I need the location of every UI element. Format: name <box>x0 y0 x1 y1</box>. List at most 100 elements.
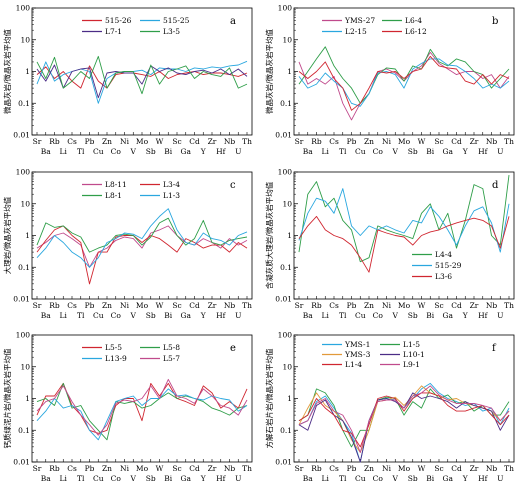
series-line-YMS-1 <box>298 382 510 463</box>
y-tick-label: 100 <box>278 168 293 177</box>
x-tick-label: Nb <box>224 301 236 310</box>
x-tick-label: Zn <box>364 301 374 310</box>
y-tick-label: 1 <box>287 394 292 403</box>
x-tick-label: V <box>392 474 399 483</box>
x-tick-label: V <box>392 311 399 320</box>
x-tick-label: Bi <box>426 474 435 483</box>
x-tick-label: Mo <box>136 301 149 310</box>
y-tick-label: 0.01 <box>13 131 30 140</box>
x-tick-label: Ni <box>382 301 392 310</box>
x-tick-label: Sc <box>172 464 181 473</box>
x-tick-label: U <box>235 474 241 483</box>
x-tick-label: Ba <box>303 147 314 156</box>
x-tick-label: Sb <box>408 311 418 320</box>
x-tick-label: Rb <box>311 301 322 310</box>
x-tick-label: Sr <box>33 301 42 310</box>
x-tick-label: Nb <box>486 137 498 146</box>
x-tick-label: Ga <box>443 311 454 320</box>
x-tick-label: Ni <box>120 137 130 146</box>
legend-label: L3-5 <box>163 27 180 36</box>
x-tick-label: V <box>130 311 137 320</box>
x-tick-label: Ni <box>120 464 130 473</box>
x-tick-label: U <box>235 147 241 156</box>
y-tick-label: 0.01 <box>13 295 30 304</box>
y-tick-label: 100 <box>16 4 31 13</box>
x-tick-label: Cu <box>93 474 104 483</box>
legend: L4-4 515-29 L3-6 <box>412 250 462 281</box>
x-tick-label: Cd <box>189 464 200 473</box>
series-line-L4-4 <box>298 175 510 263</box>
x-tick-label: Bi <box>426 147 435 156</box>
series-line-L6-4 <box>298 46 510 104</box>
panel-label: f <box>492 343 497 354</box>
x-tick-label: Tl <box>339 474 347 483</box>
y-tick-label: 10 <box>282 199 292 208</box>
series-line-L3-4 <box>36 225 248 285</box>
x-tick-label: Sb <box>408 147 418 156</box>
legend-label: L5-5 <box>105 343 122 352</box>
series-line-L6-12 <box>298 55 510 111</box>
x-tick-label: Mo <box>398 464 411 473</box>
x-tick-label: W <box>156 464 164 473</box>
x-tick-label: Th <box>504 464 514 473</box>
y-tick-label: 0.01 <box>275 458 292 467</box>
plot-frame <box>293 7 515 136</box>
x-tick-label: Zr <box>470 464 479 473</box>
legend-label: L3-4 <box>163 180 180 189</box>
y-tick-label: 0.01 <box>275 131 292 140</box>
legend-label: L5-8 <box>163 343 180 352</box>
y-tick-label: 100 <box>16 331 31 340</box>
y-tick-label: 10 <box>282 362 292 371</box>
legend-label: L2-15 <box>345 27 367 36</box>
x-tick-label: Th <box>504 301 514 310</box>
x-tick-label: Tl <box>77 147 85 156</box>
y-tick-label: 0.1 <box>18 99 30 108</box>
y-tick-label: 0.01 <box>13 458 30 467</box>
x-tick-label: Y <box>200 147 207 156</box>
legend-label: L4-4 <box>435 250 452 259</box>
series-line-YMS-27 <box>298 51 510 121</box>
x-tick-label: Th <box>242 464 252 473</box>
series-line-515-29 <box>298 188 510 253</box>
x-tick-label: Li <box>60 311 68 320</box>
series-line-L2-15 <box>298 58 510 107</box>
x-tick-label: Co <box>373 474 384 483</box>
x-tick-label: Zn <box>102 301 112 310</box>
y-tick-label: 1 <box>25 231 30 240</box>
y-tick-label: 10 <box>20 35 30 44</box>
x-tick-label: U <box>497 474 503 483</box>
y-axis-label: 微晶灰岩/微晶灰岩平均值 <box>2 28 12 114</box>
legend-label: YMS-1 <box>344 340 370 349</box>
legend-label: L10-1 <box>403 350 425 359</box>
x-tick-label: Zr <box>470 301 479 310</box>
x-tick-label: Cd <box>189 137 200 146</box>
legend: L5-5 L5-8 L13-9 L5-7 <box>82 343 180 363</box>
x-tick-label: Rb <box>49 464 60 473</box>
x-tick-label: Nb <box>486 301 498 310</box>
x-tick-label: Zn <box>364 137 374 146</box>
x-tick-label: Cd <box>451 464 462 473</box>
x-tick-label: Y <box>462 474 469 483</box>
legend-label: L1-3 <box>163 191 180 200</box>
x-tick-label: Tl <box>77 311 85 320</box>
y-axis-label: 钙质绿泥片岩/微晶灰岩平均值 <box>2 348 12 449</box>
x-tick-label: Pb <box>85 137 95 146</box>
x-tick-label: Mo <box>398 137 411 146</box>
x-tick-label: Li <box>60 474 68 483</box>
x-tick-label: Cs <box>329 137 339 146</box>
x-tick-label: V <box>130 474 137 483</box>
x-tick-label: W <box>156 137 164 146</box>
panel-label: e <box>230 343 236 354</box>
x-tick-label: Ba <box>41 311 52 320</box>
panel-e: 100 10 1 0.1 0.01SrBaRbLiCsTlPbCuZnCoNiVMoSb… <box>2 331 253 483</box>
x-tick-label: Sr <box>295 137 304 146</box>
series-line-515-26 <box>36 65 248 89</box>
x-tick-label: Cs <box>329 301 339 310</box>
x-tick-label: Y <box>200 311 207 320</box>
x-tick-label: Cs <box>329 464 339 473</box>
x-tick-label: Rb <box>311 464 322 473</box>
x-tick-label: Ni <box>382 137 392 146</box>
x-tick-label: V <box>392 147 399 156</box>
x-tick-label: Tl <box>77 474 85 483</box>
x-tick-label: Co <box>373 147 384 156</box>
